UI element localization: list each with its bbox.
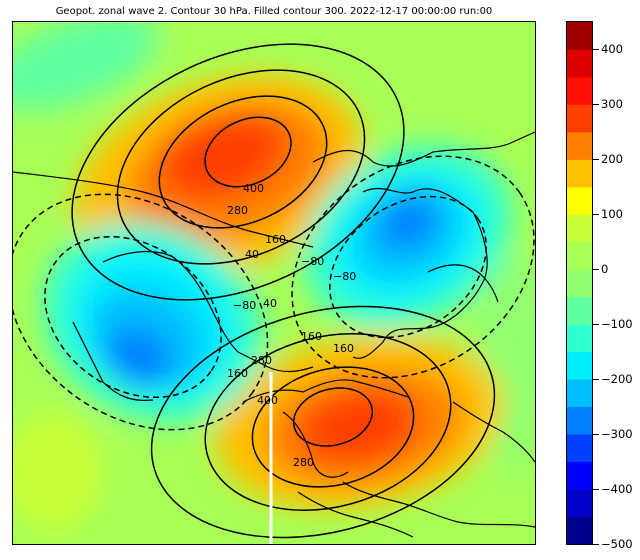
colorbar-tick-label: 400: [601, 42, 623, 57]
colorbar-tick-label: 200: [601, 152, 623, 167]
filled-contour-field: [13, 22, 535, 544]
colorbar-tick: [593, 214, 599, 216]
colorbar-band: [567, 379, 592, 408]
colorbar-band: [567, 214, 592, 243]
contour-label: 160: [301, 330, 322, 343]
colorbar-band: [567, 131, 592, 160]
contour-label: 280: [251, 354, 272, 367]
colorbar-band: [567, 461, 592, 490]
colorbar-band: [567, 516, 592, 545]
colorbar-tick: [593, 324, 599, 326]
contour-label: 160: [333, 342, 354, 355]
colorbar-tick-label: 300: [601, 97, 623, 112]
contour-label: 280: [293, 456, 314, 469]
colorbar-band: [567, 241, 592, 270]
contour-label: −80: [301, 255, 324, 268]
colorbar-band: [567, 406, 592, 435]
colorbar-gradient: [567, 22, 592, 545]
colorbar-band: [567, 296, 592, 325]
colorbar-tick: [593, 49, 599, 51]
colorbar-tick: [593, 269, 599, 271]
colorbar-band: [567, 186, 592, 215]
colorbar: [566, 21, 593, 545]
contour-label: −80: [233, 299, 256, 312]
polar-map: 40 160 280 400 −80 −80 40 160 280 400 16…: [12, 21, 536, 545]
colorbar-band: [567, 324, 592, 353]
contour-label: 40: [245, 248, 259, 261]
contour-labels: 40 160 280 400 −80 −80 40 160 280 400 16…: [227, 182, 356, 469]
colorbar-tick-label: 0: [601, 262, 609, 277]
figure-title: Geopot. zonal wave 2. Contour 30 hPa. Fi…: [55, 6, 493, 17]
colorbar-band: [567, 434, 592, 463]
contour-label: 40: [263, 297, 277, 310]
colorbar-tick: [593, 544, 599, 545]
colorbar-tick-label: −100: [601, 317, 633, 332]
colorbar-tick-label: −200: [601, 372, 633, 387]
positive-contours: [71, 43, 496, 539]
colorbar-band: [567, 22, 592, 50]
colorbar-band: [567, 269, 592, 298]
contour-label: 160: [227, 367, 248, 380]
colorbar-band: [567, 104, 592, 133]
colorbar-band: [567, 76, 592, 105]
contour-label: 400: [243, 182, 264, 195]
colorbar-band: [567, 489, 592, 518]
colorbar-tick: [593, 489, 599, 491]
colorbar-band: [567, 351, 592, 380]
colorbar-band: [567, 159, 592, 188]
colorbar-band: [567, 49, 592, 78]
contour-label: 400: [257, 394, 278, 407]
contour-label: 160: [265, 233, 286, 246]
colorbar-tick: [593, 434, 599, 436]
colorbar-tick: [593, 159, 599, 161]
colorbar-tick: [593, 379, 599, 381]
contour-label: −80: [333, 270, 356, 283]
colorbar-tick-label: −500: [601, 537, 633, 551]
colorbar-tick: [593, 104, 599, 106]
colorbar-tick-label: 100: [601, 207, 623, 222]
negative-contours: [13, 155, 535, 431]
contour-label: 280: [227, 204, 248, 217]
colorbar-tick-label: −300: [601, 427, 633, 442]
colorbar-tick-label: −400: [601, 482, 633, 497]
